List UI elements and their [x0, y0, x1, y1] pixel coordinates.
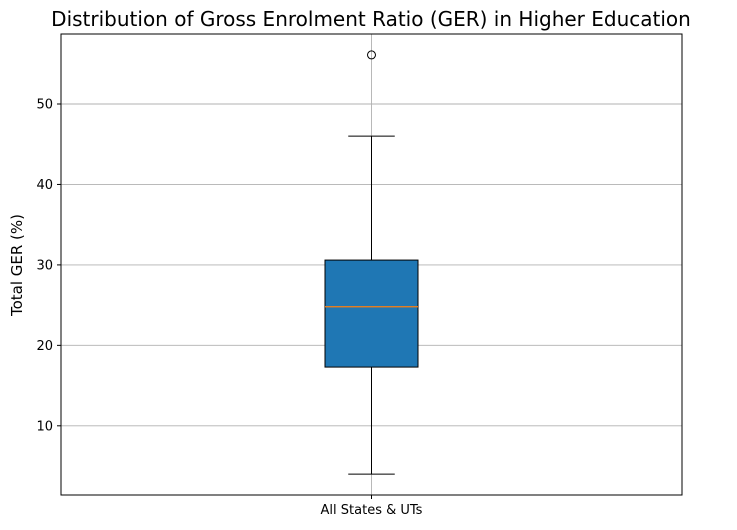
- y-tick-label: 50: [36, 97, 53, 112]
- outlier-point: [367, 50, 376, 60]
- y-axis-ticks: 10 20 30 40 50: [36, 97, 61, 434]
- box-group: [324, 50, 419, 475]
- x-tick-label: All States & UTs: [321, 503, 423, 518]
- iqr-box: [324, 259, 419, 368]
- y-tick-label: 30: [36, 258, 53, 273]
- y-axis-label: Total GER (%): [8, 214, 26, 317]
- y-tick-label: 10: [36, 419, 53, 434]
- y-tick-label: 40: [36, 178, 53, 193]
- x-axis-ticks: All States & UTs: [321, 495, 423, 518]
- chart-title: Distribution of Gross Enrolment Ratio (G…: [51, 7, 691, 31]
- y-tick-label: 20: [36, 339, 53, 354]
